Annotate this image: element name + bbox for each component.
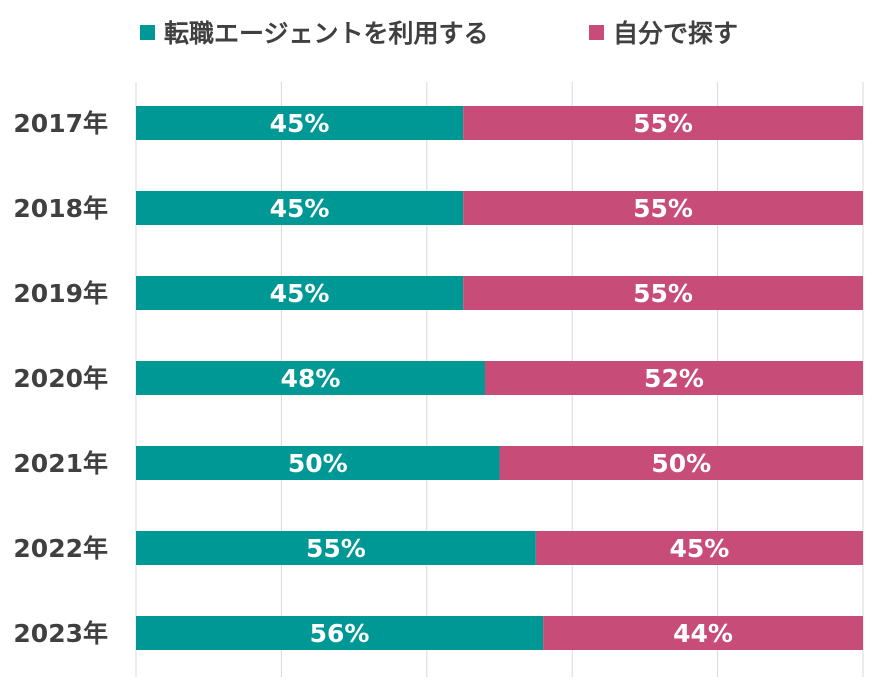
data-label-2017年-series-1: 45%: [270, 109, 330, 138]
bar-2019年-series-1: [136, 276, 464, 310]
category-label-2019年: 2019年: [13, 279, 108, 308]
bar-2021年-series-2: [499, 446, 863, 480]
legend: 転職エージェントを利用する 自分で探す: [140, 19, 738, 48]
category-label-2018年: 2018年: [13, 194, 108, 223]
legend-swatch-1: [140, 25, 155, 40]
category-label-2022年: 2022年: [13, 534, 108, 563]
data-label-2018年-series-2: 55%: [633, 194, 693, 223]
bar-2018年-series-1: [136, 191, 464, 225]
category-label-2021年: 2021年: [13, 449, 108, 478]
bars: 45% 55% 45% 55% 45% 55% 48% 52% 50% 50% 55% 45% 56% 4…: [136, 106, 863, 650]
data-label-2023年-series-2: 44%: [673, 619, 733, 648]
bar-2023年-series-2: [543, 616, 863, 650]
data-label-2020年-series-2: 52%: [644, 364, 704, 393]
legend-swatch-2: [589, 25, 604, 40]
data-label-2022年-series-1: 55%: [306, 534, 366, 563]
data-label-2019年-series-2: 55%: [633, 279, 693, 308]
data-label-2022年-series-2: 45%: [670, 534, 730, 563]
legend-label-1: 転職エージェントを利用する: [164, 19, 489, 48]
bar-2017年-series-2: [463, 106, 863, 140]
category-label-2023年: 2023年: [13, 619, 108, 648]
bar-2022年-series-2: [535, 531, 863, 565]
legend-label-2: 自分で探す: [613, 19, 738, 48]
data-label-2021年-series-2: 50%: [651, 449, 711, 478]
bar-2018年-series-2: [463, 191, 863, 225]
bar-2020年-series-1: [136, 361, 485, 395]
bar-2023年-series-1: [136, 616, 544, 650]
category-labels: 2017年 2018年 2019年 2020年 2021年 2022年 2023年: [13, 109, 108, 648]
bar-2020年-series-2: [484, 361, 863, 395]
bar-2021年-series-1: [136, 446, 500, 480]
category-label-2020年: 2020年: [13, 364, 108, 393]
data-label-2021年-series-1: 50%: [288, 449, 348, 478]
bar-2017年-series-1: [136, 106, 464, 140]
data-label-2023年-series-1: 56%: [310, 619, 370, 648]
bar-2022年-series-1: [136, 531, 536, 565]
data-label-2017年-series-2: 55%: [633, 109, 693, 138]
data-label-2020年-series-1: 48%: [281, 364, 341, 393]
data-label-2018年-series-1: 45%: [270, 194, 330, 223]
category-label-2017年: 2017年: [13, 109, 108, 138]
data-label-2019年-series-1: 45%: [270, 279, 330, 308]
bar-2019年-series-2: [463, 276, 863, 310]
